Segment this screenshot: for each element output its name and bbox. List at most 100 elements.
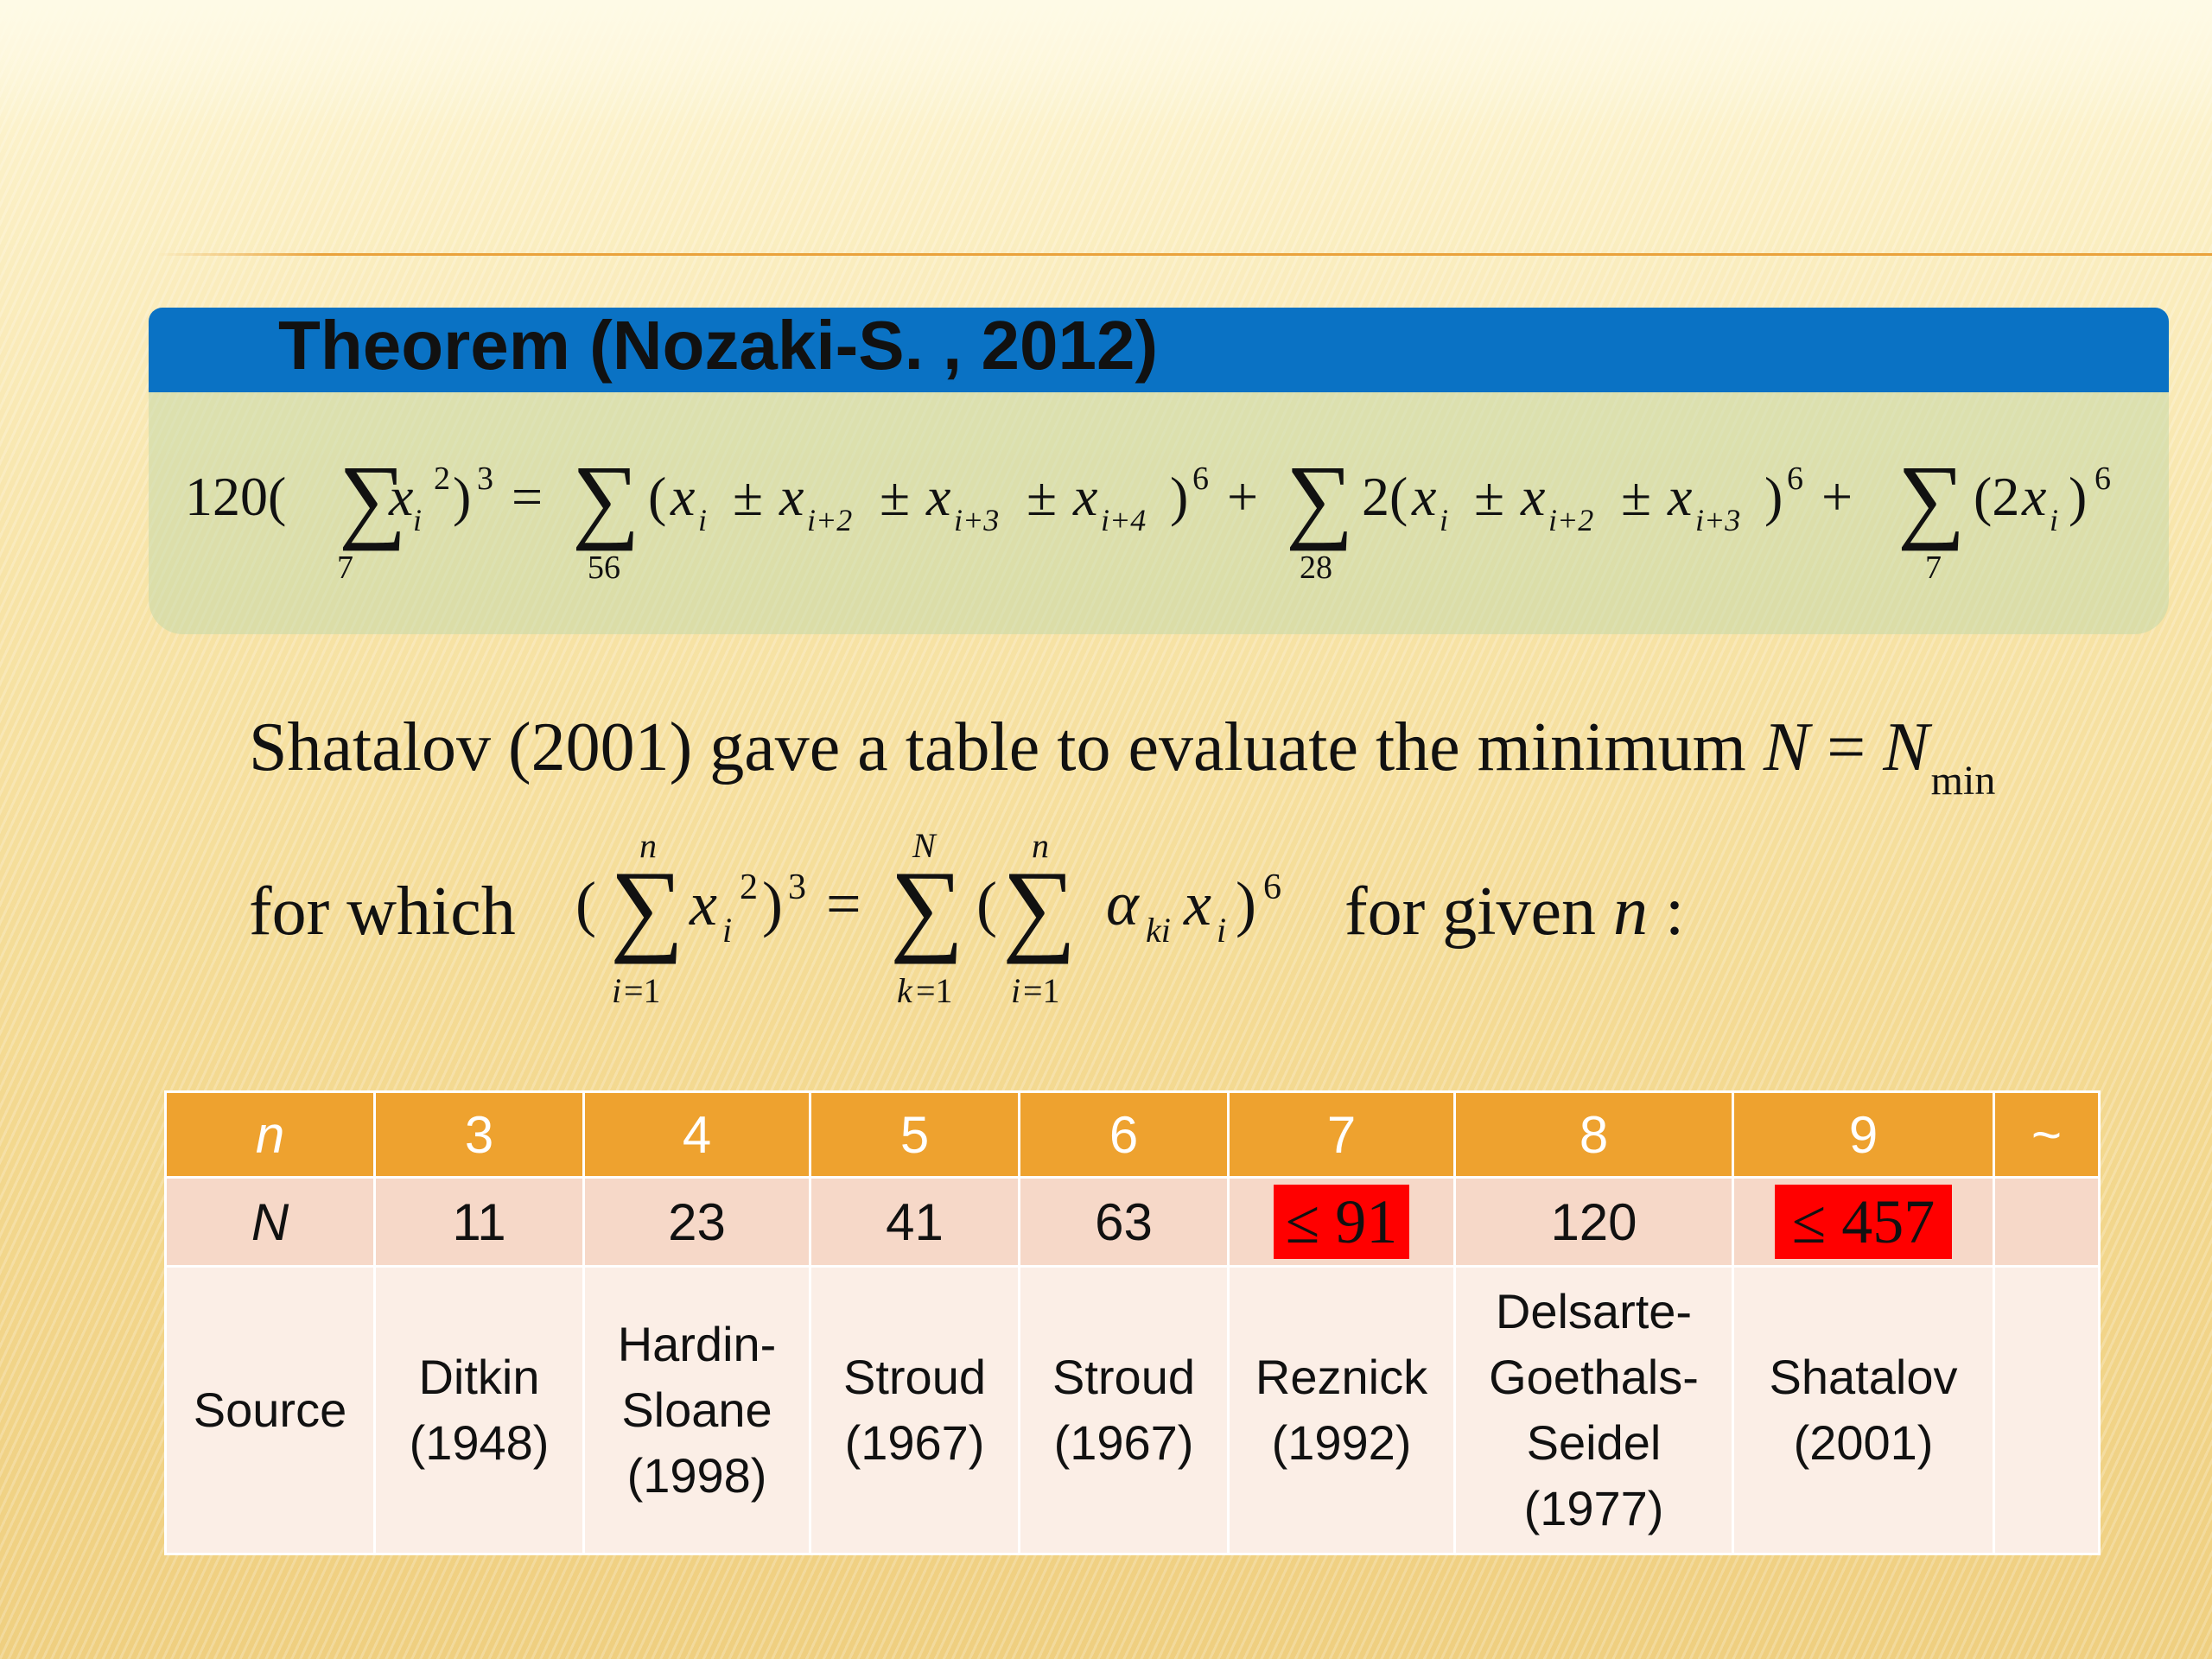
- intro-paragraph: Shatalov (2001) gave a table to evaluate…: [249, 709, 1995, 804]
- source-author: Seidel: [1526, 1415, 1662, 1470]
- var-N: N: [1763, 709, 1810, 785]
- intro-text: Shatalov (2001) gave a table to evaluate…: [249, 709, 1764, 785]
- svg-text:=: =: [826, 869, 861, 938]
- header-cell: 8: [1453, 1090, 1734, 1179]
- svg-text:i+3: i+3: [954, 503, 999, 537]
- svg-text:6: 6: [2094, 461, 2111, 497]
- header-cell-tilde: ~: [1993, 1090, 2101, 1179]
- svg-text:i: i: [612, 971, 621, 1010]
- theorem-box: 120( ∑ 7 x i 2 ) 3 = ∑ 56 ( x i ± x i+2 …: [149, 392, 2169, 634]
- n-value-cell: 23: [582, 1176, 811, 1268]
- source-year: (1948): [409, 1415, 550, 1470]
- svg-text:∑: ∑: [1286, 446, 1353, 551]
- svg-text:=1: =1: [624, 971, 661, 1010]
- source-author: Stroud: [843, 1350, 986, 1404]
- svg-text:+: +: [1821, 466, 1853, 527]
- source-author: Ditkin: [418, 1350, 540, 1404]
- n-value-cell: 41: [809, 1176, 1020, 1268]
- shatalov-table: n 3 4 5 6 7 8 9 ~ N 11 23 41 63 ≤ 91 120…: [164, 1090, 2101, 1555]
- equals-sign: =: [1809, 709, 1884, 785]
- svg-text:i: i: [2050, 503, 2058, 537]
- svg-text:=: =: [512, 466, 543, 527]
- svg-text:x: x: [670, 466, 695, 527]
- bound-highlight: ≤ 91: [1273, 1185, 1410, 1259]
- svg-text:∑: ∑: [339, 446, 406, 551]
- svg-text:x: x: [1183, 869, 1211, 938]
- svg-text:(: (: [976, 869, 997, 938]
- svg-text:∑: ∑: [1002, 849, 1077, 964]
- svg-text:): ): [1764, 466, 1783, 527]
- source-year: (1998): [626, 1448, 767, 1503]
- svg-text:i+4: i+4: [1101, 503, 1146, 537]
- svg-text:x: x: [779, 466, 804, 527]
- svg-text:i: i: [698, 503, 707, 537]
- n-value-cell: 120: [1453, 1176, 1734, 1268]
- header-cell: 5: [809, 1090, 1020, 1179]
- svg-text:x: x: [1667, 466, 1692, 527]
- svg-text:i: i: [1217, 911, 1226, 950]
- svg-text:2: 2: [434, 461, 450, 497]
- svg-text:): ): [2069, 466, 2087, 527]
- n-value-cell: 63: [1018, 1176, 1230, 1268]
- svg-text:±: ±: [880, 466, 910, 527]
- theorem-equation: 120( ∑ 7 x i 2 ) 3 = ∑ 56 ( x i ± x i+2 …: [185, 446, 2111, 586]
- colon: :: [1648, 874, 1685, 950]
- n-value-cell: ≤ 457: [1732, 1176, 1995, 1268]
- theorem-title: Theorem (Nozaki-S. , 2012): [278, 307, 1159, 384]
- svg-text:6: 6: [1192, 461, 1209, 497]
- source-label: Source: [193, 1382, 347, 1437]
- min-subscript: min: [1930, 758, 1996, 804]
- svg-text:k: k: [897, 971, 913, 1010]
- svg-text:): ): [762, 869, 783, 938]
- svg-text:α: α: [1106, 869, 1140, 938]
- svg-text:±: ±: [1027, 466, 1057, 527]
- source-author: Sloane: [621, 1382, 772, 1437]
- svg-text:x: x: [925, 466, 950, 527]
- source-cell-empty: [1993, 1265, 2101, 1555]
- source-author: Delsarte-: [1495, 1284, 1693, 1338]
- condition-equation: ( n ∑ i =1 x i 2 ) 3 = N ∑ k =1 ( n ∑ i …: [575, 826, 1281, 1010]
- svg-text:n: n: [1032, 826, 1049, 865]
- n-min-row: N 11 23 41 63 ≤ 91 120 ≤ 457: [164, 1176, 2101, 1268]
- title-rule: [156, 253, 2212, 256]
- svg-text:28: 28: [1300, 550, 1332, 586]
- source-author: Stroud: [1052, 1350, 1195, 1404]
- svg-text:i: i: [413, 503, 422, 537]
- row-label-source: Source: [164, 1265, 376, 1555]
- svg-text:∑: ∑: [890, 849, 964, 964]
- svg-text:+: +: [1227, 466, 1258, 527]
- header-cell: 9: [1732, 1090, 1995, 1179]
- svg-text:(: (: [648, 466, 666, 527]
- for-which-label: for which: [249, 874, 516, 950]
- svg-text:56: 56: [588, 550, 620, 586]
- source-author: Hardin-: [617, 1317, 777, 1371]
- svg-text:i+3: i+3: [1695, 503, 1740, 537]
- header-cell: 3: [373, 1090, 585, 1179]
- background-fade: [0, 0, 2212, 130]
- n-value-cell: ≤ 91: [1227, 1176, 1456, 1268]
- svg-text:∑: ∑: [1897, 446, 1965, 551]
- n-value-cell: 11: [373, 1176, 585, 1268]
- source-author: Shatalov: [1769, 1350, 1958, 1404]
- svg-text:±: ±: [1474, 466, 1504, 527]
- svg-text:±: ±: [733, 466, 763, 527]
- source-author: Reznick: [1255, 1350, 1428, 1404]
- svg-text:ki: ki: [1146, 911, 1171, 950]
- svg-text:): ): [1236, 869, 1256, 938]
- source-author: Goethals-: [1489, 1350, 1699, 1404]
- source-year: (1967): [844, 1415, 985, 1470]
- svg-text:x: x: [388, 466, 413, 527]
- source-row: Source Ditkin (1948) Hardin- Sloane (1998) …: [164, 1265, 2101, 1555]
- svg-text:7: 7: [337, 550, 353, 586]
- source-year: (1977): [1523, 1481, 1664, 1535]
- source-year: (1992): [1271, 1415, 1412, 1470]
- source-cell: Shatalov (2001): [1732, 1265, 1995, 1555]
- source-cell: Stroud (1967): [1018, 1265, 1230, 1555]
- header-row: n 3 4 5 6 7 8 9 ~: [164, 1090, 2101, 1179]
- theorem-header: Theorem (Nozaki-S. , 2012): [149, 308, 2169, 392]
- for-given-label: for given n :: [1344, 873, 1684, 951]
- source-year: (2001): [1793, 1415, 1934, 1470]
- source-cell: Hardin- Sloane (1998): [582, 1265, 811, 1555]
- svg-text:3: 3: [788, 868, 806, 907]
- svg-text:i: i: [1440, 503, 1448, 537]
